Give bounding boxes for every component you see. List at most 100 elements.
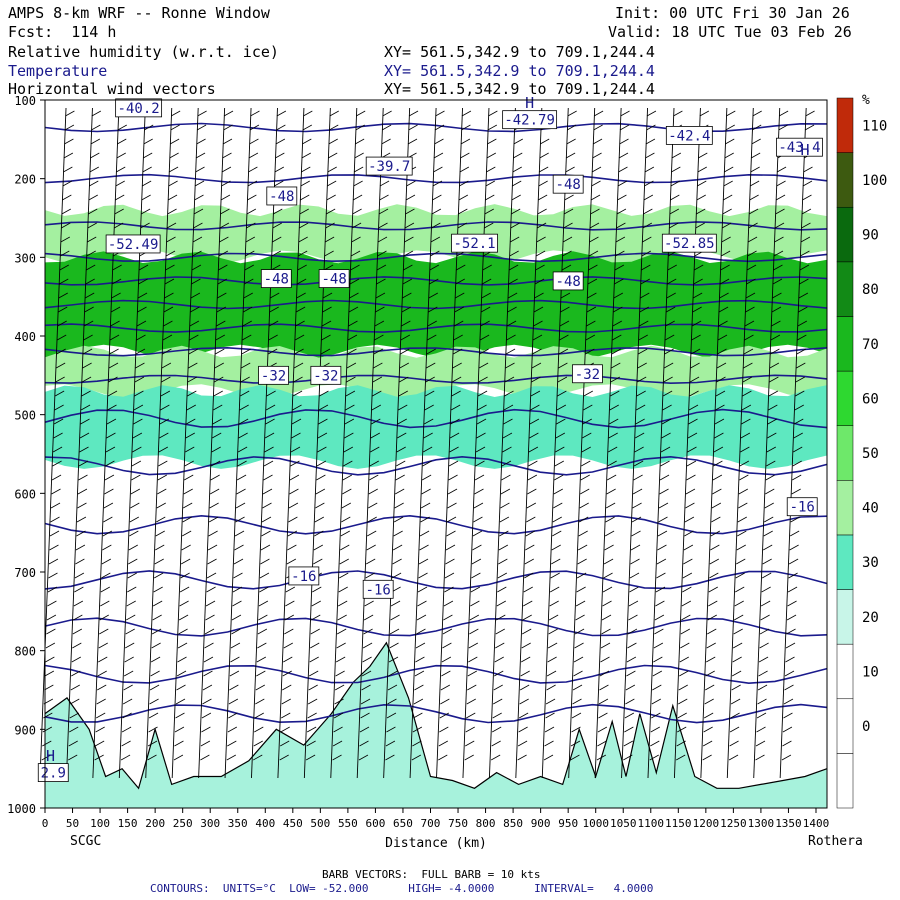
wind-barb-flag <box>551 544 561 551</box>
wind-barb-flag <box>48 572 58 579</box>
wind-barb-flag <box>189 320 200 327</box>
colorbar: 0 10 20 30 40 50 60 70 80 90 100 110% <box>836 93 887 809</box>
colorbar-segment <box>836 643 854 700</box>
wind-barb-flag <box>761 586 771 593</box>
wind-barb-flag <box>231 614 242 621</box>
wind-barb-flag <box>58 292 68 299</box>
wind-barb-flag <box>397 432 407 439</box>
wind-barb-flag <box>556 418 566 425</box>
wind-barb-flag <box>83 320 94 327</box>
temperature-label: -52.85 <box>664 236 715 252</box>
temperature-label-box <box>502 110 558 130</box>
wind-barb-flag <box>377 236 388 243</box>
wind-barb-flag <box>103 502 114 509</box>
wind-barb-flag <box>641 264 651 271</box>
wind-barb-flag <box>366 544 376 551</box>
wind-barb-flag <box>368 502 378 509</box>
wind-barb-flag <box>691 320 702 327</box>
temperature-label-box <box>786 497 818 517</box>
wind-barb-flag <box>785 656 795 663</box>
wind-barb-flag <box>234 544 244 551</box>
wind-barb-flag <box>657 530 668 537</box>
wind-barb-flag <box>431 208 442 215</box>
temperature-label-box <box>266 186 298 206</box>
wind-barb-flag <box>203 656 214 663</box>
wind-barb-flag <box>572 684 583 691</box>
wind-barb-flag <box>329 124 339 131</box>
high-marker: H <box>46 747 55 765</box>
wind-barb-flag <box>292 390 303 397</box>
wind-barb-flag <box>407 138 418 145</box>
x-tick-label: 1200 <box>693 817 720 830</box>
wind-barb-flag <box>132 446 142 453</box>
wind-barb-staff <box>118 107 146 779</box>
wind-barb-flag <box>801 208 812 215</box>
wind-barb-flag <box>349 278 360 285</box>
wind-barb-flag <box>629 586 639 593</box>
wind-barb-flag <box>484 208 494 215</box>
wind-barb-staff <box>673 107 701 779</box>
wind-barb-flag <box>708 586 718 593</box>
wind-barb-flag <box>201 712 212 719</box>
temperature-label: -52.49 <box>108 237 159 253</box>
wind-barb-flag <box>583 404 593 411</box>
wind-barb-flag <box>538 166 549 173</box>
wind-barb-flag <box>400 348 410 355</box>
wind-barb-flag <box>605 502 616 509</box>
wind-barb-flag <box>230 656 240 663</box>
wind-barb-flag <box>170 124 180 131</box>
wind-barb-flag <box>615 250 625 257</box>
wind-barb-flag <box>316 474 326 481</box>
wind-barb-flag <box>617 180 628 187</box>
wind-barb-flag <box>531 362 542 369</box>
wind-barb-flag <box>150 670 160 677</box>
wind-barb-flag <box>302 138 312 145</box>
wind-barb-flag <box>99 614 109 621</box>
wind-barb-flag <box>526 502 537 509</box>
wind-barb-flag <box>289 474 300 481</box>
wind-barb-flag <box>745 292 756 299</box>
wind-barb-flag <box>447 488 458 495</box>
wind-barb-flag <box>598 698 609 705</box>
wind-barb-flag <box>232 600 242 607</box>
wind-barb-flag <box>477 390 488 397</box>
wind-barb-flag <box>213 390 223 397</box>
wind-barb-flag <box>338 600 348 607</box>
wind-barb-flag <box>723 180 733 187</box>
wind-barb-flag <box>470 600 480 607</box>
wind-barb-flag <box>445 544 456 551</box>
wind-barb-flag <box>419 544 429 551</box>
temperature-label: -48 <box>269 189 294 205</box>
wind-barb-flag <box>707 614 717 621</box>
wind-barb-flag <box>614 278 624 285</box>
wind-barb-flag <box>179 586 190 593</box>
wind-barb-flag <box>97 670 107 677</box>
wind-barb-flag <box>358 754 369 761</box>
wind-barb-flag <box>365 558 376 565</box>
wind-barb-flag <box>100 586 111 593</box>
wind-barb-flag <box>578 530 588 537</box>
wind-barb-flag <box>56 348 66 355</box>
wind-barb-flag <box>606 474 617 481</box>
wind-barb-flag <box>88 208 98 215</box>
wind-barb-flag <box>618 166 628 173</box>
wind-barb-flag <box>620 110 630 117</box>
wind-barb-flag <box>520 670 530 677</box>
wind-barb-flag <box>690 362 700 369</box>
wind-barb-flag <box>744 320 755 327</box>
wind-barb-flag <box>50 502 61 509</box>
wind-barb-flag <box>206 586 216 593</box>
wind-barb-flag <box>296 292 306 299</box>
wind-barb-flag <box>563 208 574 215</box>
wind-barb-flag <box>393 530 403 537</box>
wind-barb-flag <box>549 600 559 607</box>
wind-barb-flag <box>427 334 437 341</box>
wind-barb-flag <box>699 110 710 117</box>
isotherm-line <box>44 323 828 333</box>
wind-barb-flag <box>352 208 362 215</box>
wind-barb-flag <box>236 488 246 495</box>
wind-barb-flag <box>210 474 220 481</box>
wind-barb-flag <box>533 306 544 313</box>
wind-barb-flag <box>677 726 687 733</box>
wind-barb-flag <box>138 264 149 271</box>
